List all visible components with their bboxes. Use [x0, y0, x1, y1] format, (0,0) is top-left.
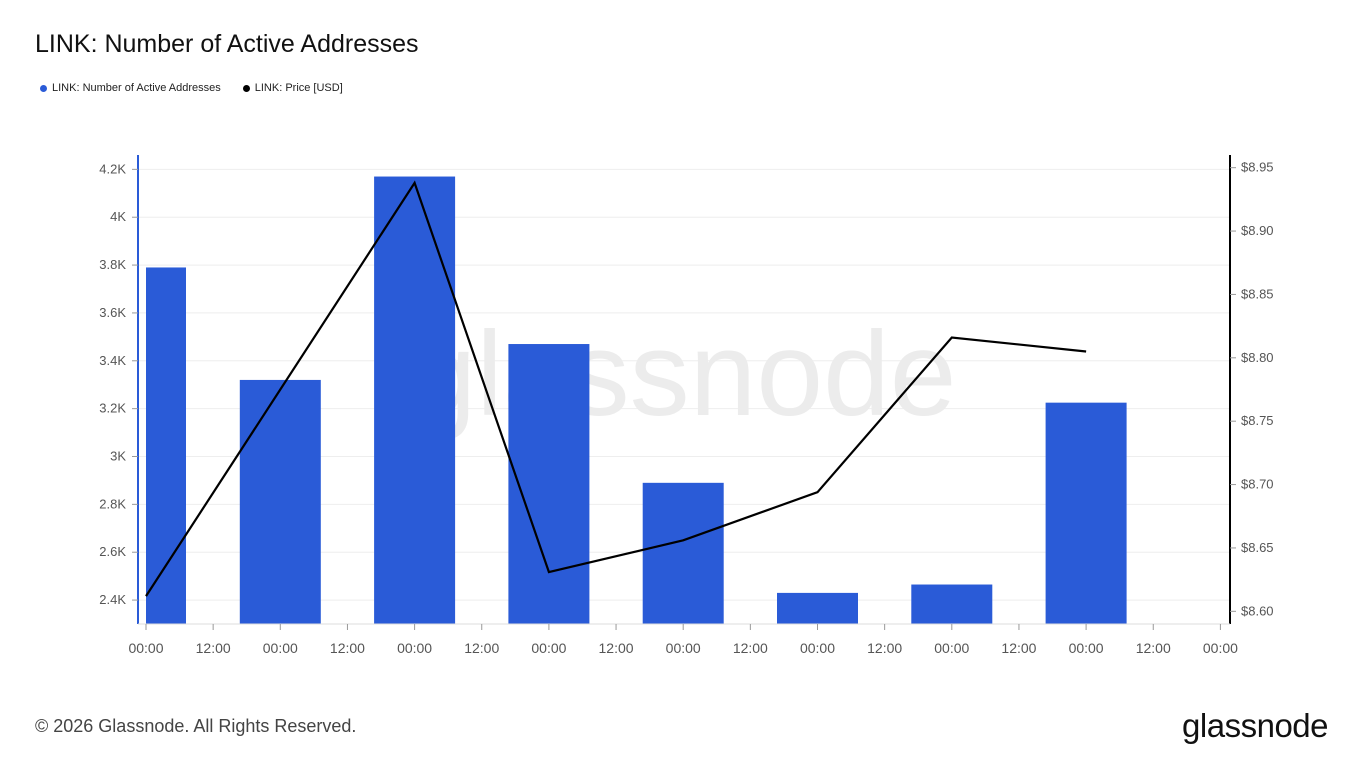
x-axis-tick-label: 12:00 [1136, 640, 1171, 656]
x-axis-tick-label: 12:00 [599, 640, 634, 656]
x-axis-tick-label: 00:00 [128, 640, 163, 656]
x-axis-tick-label: 00:00 [800, 640, 835, 656]
x-axis-tick-label: 00:00 [666, 640, 701, 656]
x-axis-tick-label: 00:00 [1069, 640, 1104, 656]
glassnode-logo: glassnode [1182, 707, 1328, 744]
price-line [145, 180, 1087, 597]
x-axis-tick-label: 12:00 [867, 640, 902, 656]
legend-label: LINK: Number of Active Addresses [52, 82, 221, 94]
legend-item-price[interactable]: LINK: Price [USD] [242, 82, 343, 94]
left-axis-tick-label: 2.6K [99, 544, 126, 559]
bar [146, 267, 186, 624]
right-axis-tick-label: $8.65 [1241, 540, 1274, 555]
x-axis-tick-label: 00:00 [531, 640, 566, 656]
bar [1045, 402, 1127, 624]
copyright-text: © 2026 Glassnode. All Rights Reserved. [35, 716, 357, 736]
x-axis-tick-label: 00:00 [934, 640, 969, 656]
left-axis-tick-label: 2.8K [99, 496, 126, 511]
legend-dot-icon [40, 84, 47, 92]
bar [374, 176, 456, 625]
x-axis-tick-label: 00:00 [1203, 640, 1238, 656]
x-axis-tick-label: 00:00 [397, 640, 432, 656]
watermark-text: glassnode [409, 307, 956, 441]
x-axis-tick-label: 12:00 [464, 640, 499, 656]
right-axis-tick-label: $8.60 [1241, 603, 1274, 618]
bar [911, 584, 993, 624]
x-axis-tick-label: 00:00 [263, 640, 298, 656]
left-axis-tick-label: 3.6K [99, 305, 126, 320]
right-axis-tick-label: $8.70 [1241, 477, 1274, 492]
legend-item-active-addresses[interactable]: LINK: Number of Active Addresses [40, 82, 221, 94]
legend-dot-icon [242, 84, 250, 92]
x-axis-tick-label: 12:00 [330, 640, 365, 656]
right-axis-tick-label: $8.85 [1241, 286, 1274, 301]
right-axis-tick-label: $8.75 [1241, 413, 1274, 428]
right-axis-tick-label: $8.80 [1241, 350, 1274, 365]
left-axis-tick-label: 4.2K [99, 161, 126, 176]
bar [508, 344, 590, 624]
chart-plot: glassnode 2.4K 2.6K 2.8K 3K 3.2K 3.4K 3.6K 3.8K 4… [99, 155, 1274, 656]
legend-label: LINK: Price [USD] [254, 82, 343, 94]
x-axis-tick-label: 12:00 [196, 640, 231, 656]
left-axis-tick-label: 3K [110, 449, 126, 464]
left-axis-tick-label: 3.4K [99, 353, 126, 368]
bar [777, 592, 858, 624]
left-axis-tick-label: 3.2K [99, 401, 126, 416]
left-axis-tick-label: 2.4K [99, 592, 126, 607]
left-axis-tick-label: 3.8K [99, 257, 126, 272]
chart-legend: LINK: Number of Active Addresses LINK: P… [40, 82, 343, 94]
bar [239, 379, 321, 624]
left-axis-tick-label: 4K [110, 209, 126, 224]
bar [642, 482, 724, 624]
chart-title: LINK: Number of Active Addresses [35, 30, 419, 58]
right-axis-tick-label: $8.95 [1241, 160, 1274, 175]
x-axis-tick-label: 12:00 [733, 640, 768, 656]
x-axis-tick-label: 12:00 [1001, 640, 1036, 656]
right-axis-tick-label: $8.90 [1241, 223, 1274, 238]
